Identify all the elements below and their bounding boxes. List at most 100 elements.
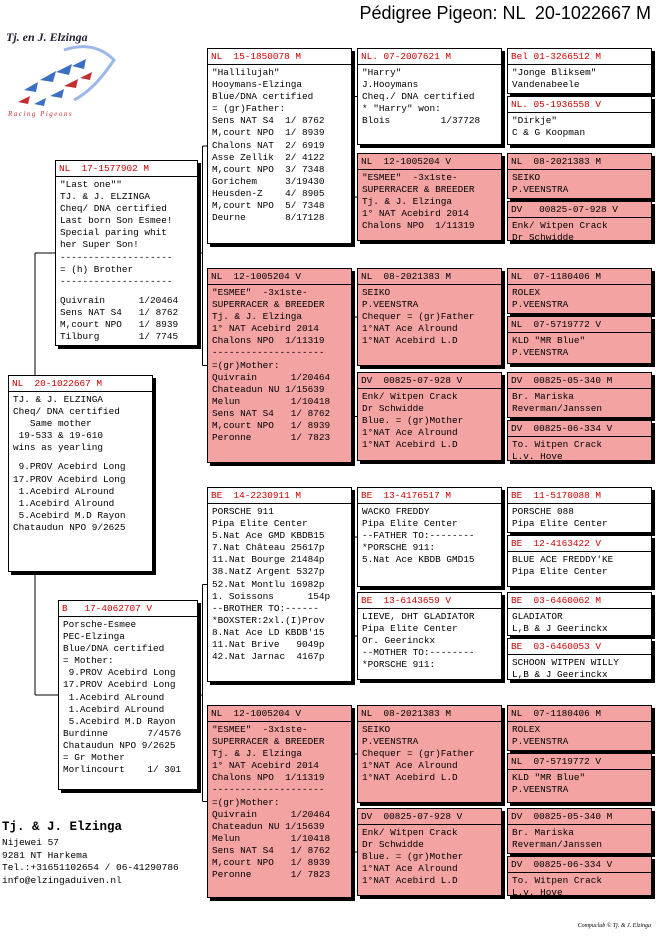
text-line: Sens NAT S4 1/ 8762 xyxy=(212,407,331,419)
paragraph: SEIKO P.VEENSTRA Chequer = (gr)Father 1°NAT… xyxy=(362,724,498,784)
pigeon-box: Bel 01-3266512 M "Jonge Bliksem" Vandenabe… xyxy=(507,48,652,94)
text-line: Chateadun NU 1/15639 xyxy=(212,383,325,395)
ring-number: DV 00825-05-340 M xyxy=(508,373,651,389)
text-line: 17.PROV Acebird Long xyxy=(63,679,176,691)
ring-number: BE 11-5170088 M xyxy=(508,488,651,504)
box-body: To. Witpen Crack L.v. Hove xyxy=(508,873,651,895)
text-line: C & G Koopman xyxy=(512,126,586,138)
text-line: 5.Acebird M.D Rayon xyxy=(63,715,176,727)
text-line: Pipa Elite Center xyxy=(512,565,608,577)
text-line: "Hallilujah" xyxy=(212,67,280,78)
pigeon-box: NL 20-1022667 M TJ. & J. ELZINGA Cheq/ DNA… xyxy=(8,375,153,572)
text-line: TJ. & J. ELZINGA xyxy=(13,394,104,405)
text-line: Tj. & J. Elzinga xyxy=(212,748,303,760)
pigeon-box: NL 07-5719772 V KLD "MR Blue" P.VEENSTRA xyxy=(507,753,652,803)
pigeon-box: NL 12-1005204 V "ESMEE" -3x1ste- SUPERRACE… xyxy=(207,268,352,463)
text-line: 5.Acebird M.D Rayon xyxy=(13,509,126,521)
pigeon-box: DV 00825-05-340 M Br. Mariska Reverman/Jan… xyxy=(507,808,652,854)
box-body: Enk/ Witpen Crack Dr Schwidde Blue. = (gr)… xyxy=(358,825,501,887)
text-line: Chequer = (gr)Father xyxy=(362,748,475,760)
text-line: P.VEENSTRA xyxy=(512,298,569,310)
paragraph: ROLEX P.VEENSTRA xyxy=(512,287,648,310)
pigeon-box: NL 12-1005204 V "ESMEE" -3x1ste- SUPERRACE… xyxy=(357,153,502,241)
text-line: Chataudun NPO 9/2625 xyxy=(13,521,126,533)
pigeon-box: DV 00825-06-334 V To. Witpen Crack L.v. Ho… xyxy=(507,856,652,896)
ring-number: NL 12-1005204 V xyxy=(358,154,501,170)
text-line: 17.PROV Acebird Long xyxy=(13,473,126,485)
pigeon-box: NL 07-1180406 M ROLEX P.VEENSTRA xyxy=(507,268,652,314)
text-line: Cheq/ DNA certified xyxy=(13,406,120,418)
text-line: *PORSCHE 911: xyxy=(362,542,436,554)
text-line: -------------------- xyxy=(60,275,173,287)
ring-number: BE 03-6460053 V xyxy=(508,639,651,655)
paragraph: Enk/ Witpen Crack Dr Schwidde Blue. = (gr)… xyxy=(362,391,498,451)
text-line: Dr Schwidde xyxy=(512,231,574,241)
text-line: TJ. & J. ELZINGA xyxy=(60,191,151,203)
box-body: ROLEX P.VEENSTRA xyxy=(508,285,651,310)
ring-number: DV 00825-07-928 V xyxy=(358,809,501,825)
text-line: = (h) Brother xyxy=(60,263,134,275)
paragraph: Quivrain 1/20464 Sens NAT S4 1/ 8762 M,cou… xyxy=(60,295,194,343)
paragraph: 9.PROV Acebird Long 17.PROV Acebird Long … xyxy=(13,461,149,534)
paragraph: "Harry" J.Hooymans Cheq./ DNA certified * "… xyxy=(362,67,498,127)
text-line: 52.Nat Montlu 16982p xyxy=(212,578,325,590)
text-line: 1.Acebird ALround xyxy=(63,691,165,703)
paragraph: Porsche-Esmee PEC-Elzinga Blue/DNA certifi… xyxy=(63,619,194,776)
paragraph: KLD "MR Blue" P.VEENSTRA xyxy=(512,772,648,795)
box-body: "Hallilujah" Hooymans-Elzinga Blue/DNA cer… xyxy=(208,65,351,224)
ring-number: NL. 07-2007621 M xyxy=(358,49,501,65)
text-line: 11.Nat Brive 9049p xyxy=(212,639,325,651)
text-line: 1°NAT Ace Alround xyxy=(362,323,458,335)
text-line: P.VEENSTRA xyxy=(362,299,419,311)
paragraph: SEIKO P.VEENSTRA Chequer = (gr)Father 1°NAT… xyxy=(362,287,498,347)
text-line: "Jonge Bliksem" xyxy=(512,67,597,78)
text-line: 11.Nat Bourge 21484p xyxy=(212,554,325,566)
text-line: Br. Mariska xyxy=(512,827,574,838)
pigeon-box: BE 11-5170088 M PORSCHE 088 Pipa Elite Cen… xyxy=(507,487,652,533)
paragraph: KLD "MR Blue" P.VEENSTRA xyxy=(512,335,648,358)
pigeon-box: DV 00825-05-340 M Br. Mariska Reverman/Jan… xyxy=(507,372,652,418)
pigeon-box: BE 14-2230911 M PORSCHE 911 Pipa Elite Cen… xyxy=(207,487,352,682)
text-line: Vandenabeele xyxy=(512,78,580,90)
text-line: Heusden-Z 4/ 8905 xyxy=(212,187,325,199)
text-line: Sens NAT S4 1/ 8762 xyxy=(212,844,331,856)
ring-number: NL 17-1577902 M xyxy=(56,161,197,177)
text-line: Blue/DNA certified xyxy=(212,91,314,103)
ring-number: NL 12-1005204 V xyxy=(208,269,351,285)
box-body: Br. Mariska Reverman/Janssen xyxy=(508,389,651,414)
text-line: "ESMEE" -3x1ste- xyxy=(212,287,308,298)
ring-number: DV 00825-05-340 M xyxy=(508,809,651,825)
text-line: Chataudun NPO 9/2625 xyxy=(63,739,176,751)
text-line: PORSCHE 088 xyxy=(512,506,574,517)
text-line: Quivrain 1/20464 xyxy=(212,808,331,820)
text-line: ROLEX xyxy=(512,724,541,735)
text-line: * "Harry" won: xyxy=(362,103,441,115)
logo-art xyxy=(18,45,116,106)
text-line: 8.Nat Ace LD KBDB'15 xyxy=(212,626,325,638)
box-body: Enk/ Witpen Crack Dr Schwidde xyxy=(508,218,651,241)
paragraph: WACKO FREDDY Pipa Elite Center --FATHER TO… xyxy=(362,506,498,566)
text-line: Special paring whit xyxy=(60,227,167,239)
text-line: SEIKO xyxy=(362,287,391,298)
text-line: Peronne 1/ 7823 xyxy=(212,432,331,444)
text-line: "Last one"" xyxy=(60,179,122,190)
box-body: SCHOON WITPEN WILLY L,B & J Geerinckx xyxy=(508,655,651,679)
paragraph: SCHOON WITPEN WILLY L,B & J Geerinckx xyxy=(512,657,648,679)
pigeon-box: BE 12-4163422 V BLUE ACE FREDDY'KE Pipa El… xyxy=(507,535,652,587)
pigeon-box: BE 13-6143659 V LIEVE, DHT GLADIATOR Pipa … xyxy=(357,592,502,680)
text-line: Dr Schwidde xyxy=(362,403,424,415)
text-line: 42.Nat Jarnac 4167p xyxy=(212,651,325,663)
box-body: SEIKO P.VEENSTRA xyxy=(508,170,651,195)
pigeon-box: DV 00825-07-928 V Enk/ Witpen Crack Dr Sch… xyxy=(507,201,652,241)
box-body: "Dirkje" C & G Koopman xyxy=(508,113,651,138)
ring-number: B 17-4062707 V xyxy=(59,601,197,617)
footer: Tj. & J. Elzinga Nijewei 57 9281 NT Harke… xyxy=(2,820,179,887)
paragraph: PORSCHE 911 Pipa Elite Center 5.Nat Ace GM… xyxy=(212,506,348,663)
text-line: 19-533 & 19-610 xyxy=(13,430,104,442)
paragraph: LIEVE, DHT GLADIATOR Pipa Elite Center Or.… xyxy=(362,611,498,671)
text-line: P.VEENSTRA xyxy=(512,783,569,795)
text-line: Morlincourt 1/ 301 xyxy=(63,764,182,776)
pigeon-box: NL 12-1005204 V "ESMEE" -3x1ste- SUPERRACE… xyxy=(207,705,352,898)
text-line: *BOXSTER:2xl.(I)Prov xyxy=(212,614,325,626)
